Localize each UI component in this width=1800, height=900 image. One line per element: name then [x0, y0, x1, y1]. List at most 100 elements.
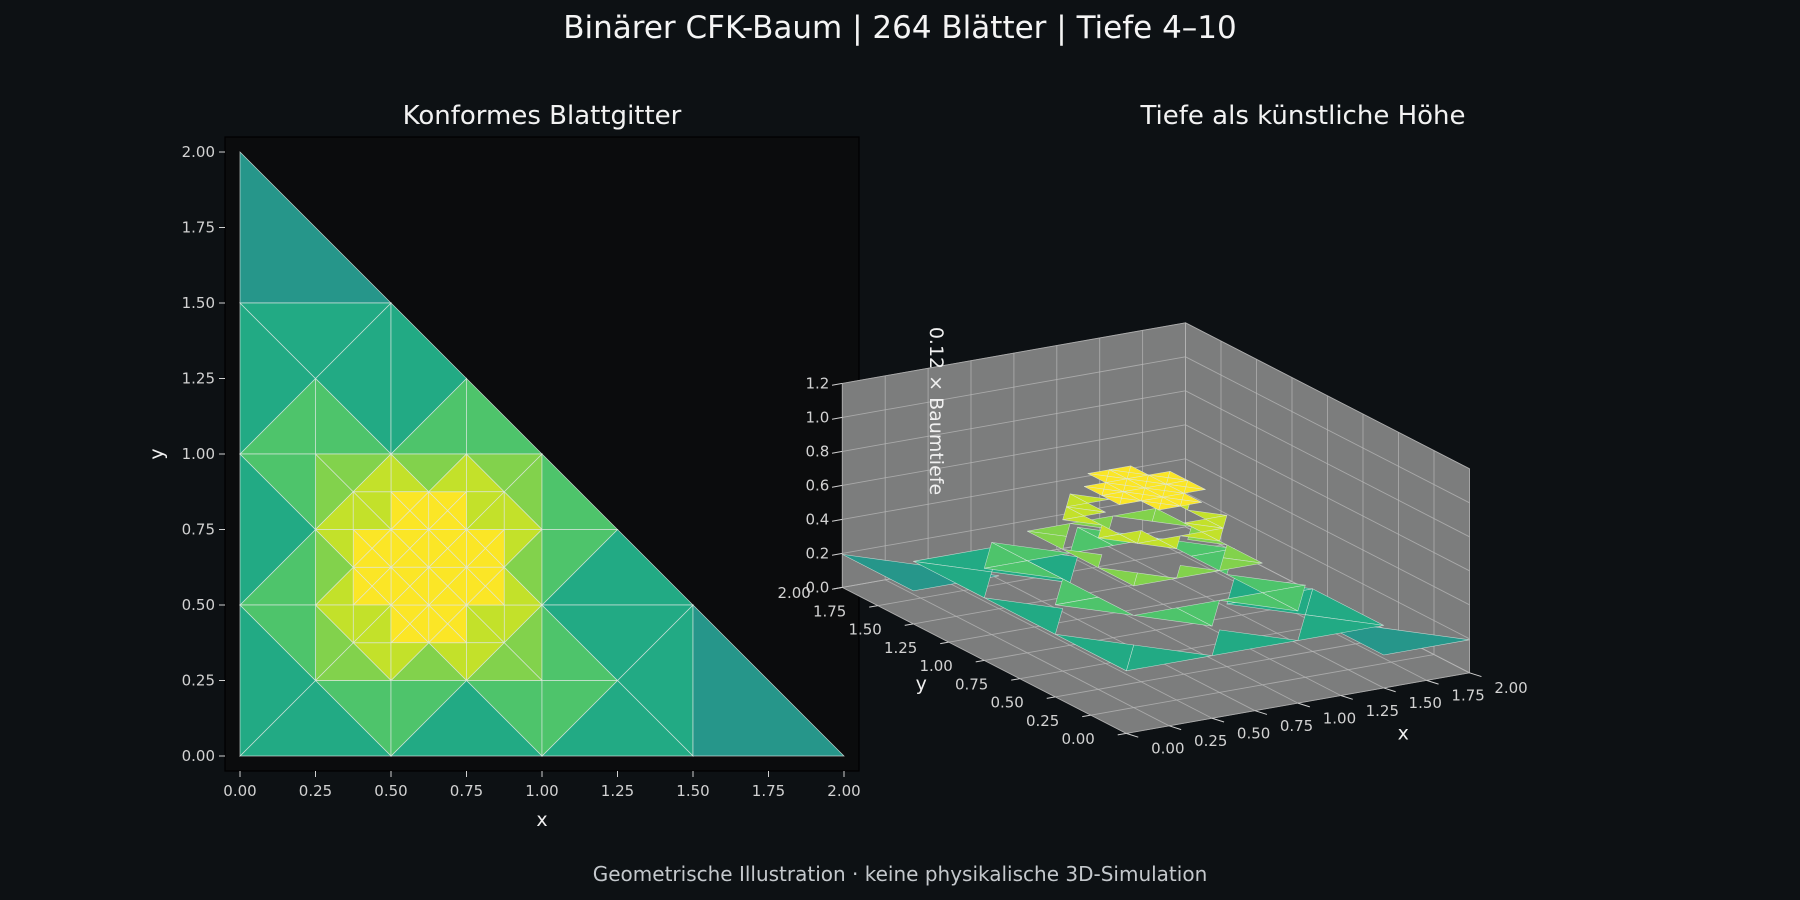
- surface-leaf-100: [984, 560, 1063, 580]
- x-tick-label-3d-5: 1.25: [1366, 702, 1399, 720]
- surface-leaf-10: [1179, 499, 1202, 507]
- x-tick-3d-0: [1126, 732, 1139, 738]
- x-tick-label-3d-6: 1.50: [1409, 694, 1442, 712]
- z-tick-3d-6: [831, 382, 843, 386]
- z-tick-3d-1: [831, 552, 843, 556]
- y-tick-label-2d-7: 1.75: [182, 219, 215, 237]
- grid-side-z-5: [1185, 356, 1470, 504]
- grid-side-z-6: [1185, 322, 1470, 470]
- y-tick-label-2d-1: 0.25: [182, 672, 215, 690]
- grid-side-z-2: [1185, 458, 1470, 606]
- surface-leaf-69: [1062, 549, 1103, 568]
- mesh-leaf-100: [239, 453, 316, 531]
- mesh-leaf-86: [390, 566, 430, 587]
- z-tick-label-3d-5: 1.0: [805, 408, 829, 426]
- surface-leaf-72: [1098, 567, 1138, 587]
- z-tick-3d-2: [831, 518, 843, 522]
- y-tick-label-3d-4: 1.00: [919, 657, 952, 675]
- mesh-leaf-109: [352, 453, 392, 493]
- surface-leaf-63: [913, 561, 993, 599]
- mesh-leaf-96: [447, 490, 467, 531]
- surface-leaf-37: [1137, 539, 1177, 549]
- mesh-leaf-35: [465, 566, 506, 587]
- y-tick-label-2d-6: 1.50: [182, 294, 215, 312]
- mesh-leaf-13: [465, 642, 543, 681]
- x-tick-label-2d-8: 2.00: [827, 782, 860, 800]
- mesh-leaf-55: [541, 604, 694, 681]
- x-axis-label-3d: x: [1398, 723, 1409, 745]
- mesh-leaf-97: [427, 453, 467, 493]
- mesh-leaf-82: [390, 491, 430, 512]
- y-tick-label-3d-1: 0.25: [1026, 712, 1059, 730]
- surface-leaf-36: [1133, 607, 1213, 627]
- x-tick-label-2d-3: 0.75: [450, 782, 483, 800]
- y-tick-3d-1: [1082, 714, 1091, 718]
- surface-leaf-81: [1087, 473, 1108, 483]
- y-tick-label-2d-3: 0.75: [182, 521, 215, 539]
- z-tick-3d-0: [831, 586, 843, 590]
- x-tick-3d-2: [1211, 717, 1225, 723]
- z-tick-label-3d-3: 0.6: [805, 476, 829, 494]
- x-tick-label-3d-8: 2.00: [1494, 679, 1527, 697]
- z-tick-label-3d-4: 0.8: [805, 442, 829, 460]
- y-tick-label-2d-4: 1.00: [182, 445, 215, 463]
- surface-leaf-11: [1219, 592, 1299, 612]
- x-tick-label-2d-0: 0.00: [223, 782, 256, 800]
- mesh-leaf-45: [390, 642, 430, 682]
- mesh-leaf-33: [466, 528, 486, 569]
- y-tick-3d-4: [975, 659, 985, 663]
- z-tick-3d-4: [831, 450, 843, 454]
- surface-leaf-59: [1069, 526, 1114, 554]
- y-tick-3d-2: [1046, 696, 1056, 699]
- x-tick-label-3d-3: 0.75: [1280, 717, 1313, 735]
- mesh-leaf-20: [503, 490, 543, 530]
- y-tick-3d-7: [869, 605, 878, 608]
- y-tick-3d-5: [940, 641, 949, 645]
- surface-leaf-103: [1062, 515, 1103, 526]
- mesh-leaf-74: [314, 604, 354, 644]
- x-tick-label-2d-4: 1.00: [525, 782, 558, 800]
- mesh-leaf-44: [390, 604, 411, 644]
- z-tick-3d-3: [831, 484, 843, 488]
- surface-leaf-43: [1158, 503, 1181, 511]
- mesh-leaf-52: [541, 529, 619, 606]
- grid-back-z-4: [842, 390, 1186, 452]
- surface-leaf-48: [1297, 614, 1384, 641]
- surface-leaf-101: [1083, 486, 1105, 496]
- x-tick-label-2d-1: 0.25: [299, 782, 332, 800]
- grid-back-z-3: [842, 424, 1186, 486]
- figure-title: Binärer CFK-Baum | 264 Blätter | Tiefe 4…: [563, 10, 1237, 46]
- x-tick-3d-8: [1469, 672, 1482, 678]
- x-tick-label-3d-7: 1.75: [1451, 687, 1484, 705]
- surface-leaf-98: [1027, 530, 1067, 550]
- y-tick-label-2d-5: 1.25: [182, 370, 215, 388]
- mesh-leaf-28: [428, 566, 449, 606]
- x-tick-3d-5: [1340, 695, 1353, 700]
- mesh-leaf-46: [390, 680, 468, 757]
- x-axis-label-2d: x: [536, 809, 547, 831]
- surface-leaf-71: [1055, 634, 1135, 672]
- x-tick-label-2d-2: 0.50: [374, 782, 407, 800]
- figure-footer: Geometrische Illustration · keine physik…: [592, 862, 1208, 886]
- x-tick-label-2d-7: 1.75: [752, 782, 785, 800]
- surface-leaf-74: [1098, 533, 1138, 544]
- y-tick-label-2d-0: 0.00: [182, 747, 215, 765]
- surface-leaf-75: [1055, 596, 1134, 616]
- x-tick-label-3d-4: 1.00: [1323, 709, 1356, 727]
- mesh-leaf-64: [239, 302, 392, 379]
- surface-leaf-13: [1219, 557, 1263, 572]
- surface-leaf-70: [984, 597, 1064, 635]
- y-tick-label-3d-2: 0.50: [990, 694, 1023, 712]
- y-tick-label-3d-0: 0.00: [1061, 730, 1094, 748]
- grid-side-z-3: [1185, 424, 1470, 572]
- grid-floor-x-6: [1099, 541, 1384, 689]
- y-tick-3d-6: [904, 623, 914, 626]
- grid-back-z-6: [842, 322, 1186, 384]
- surface-leaf-8: [1180, 531, 1220, 542]
- x-tick-label-2d-6: 1.50: [676, 782, 709, 800]
- x-tick-label-3d-0: 0.00: [1151, 740, 1184, 758]
- mesh-leaf-90: [409, 528, 430, 569]
- x-tick-label-2d-5: 1.25: [601, 782, 634, 800]
- y-axis-label-2d: y: [146, 448, 168, 459]
